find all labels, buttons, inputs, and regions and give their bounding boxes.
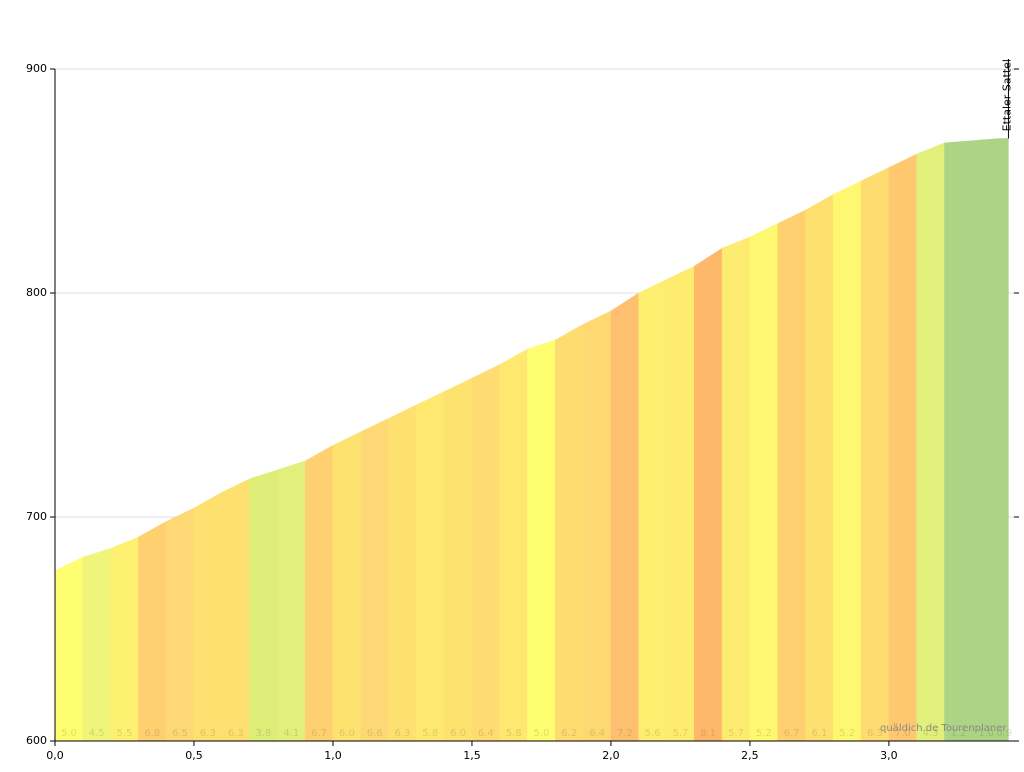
gradient-label: 8.1: [700, 728, 716, 739]
profile-segment: [777, 209, 806, 742]
y-tick-label: 900: [26, 62, 47, 75]
gradient-label: 5.2: [756, 728, 772, 739]
gradient-label: 5.0: [533, 728, 549, 739]
profile-segment: [82, 548, 111, 742]
profile-segment: [277, 460, 306, 742]
gradient-label: 6.3: [867, 728, 883, 739]
y-tick-label: 600: [26, 734, 47, 747]
gradient-label: 6.4: [589, 728, 605, 739]
profile-segment: [499, 348, 528, 742]
x-tick-label: 0,0: [46, 749, 64, 762]
x-tick-label: 3,0: [880, 749, 898, 762]
gradient-label: 4.3: [923, 728, 939, 739]
profile-segment: [165, 507, 195, 742]
x-tick-label: 1,0: [324, 749, 342, 762]
gradient-label: 7.2: [617, 728, 633, 739]
x-tick-label: 0,5: [185, 749, 203, 762]
profile-segment: [332, 431, 362, 742]
profile-segment: [193, 491, 223, 742]
gradient-label: 6.7: [311, 728, 327, 739]
x-tick-label: 1,5: [463, 749, 481, 762]
gradient-label: 3.8: [256, 728, 272, 739]
profile-segment: [805, 194, 834, 742]
gradient-label: 6.1: [811, 728, 827, 739]
gradient-label: 1.0: [978, 728, 994, 739]
profile-segment: [110, 536, 139, 742]
gradient-label: 4.1: [283, 728, 299, 739]
profile-segment: [610, 292, 639, 742]
profile-segment: [999, 138, 1009, 742]
gradient-label: 0.9: [996, 728, 1012, 739]
profile-segment: [694, 247, 723, 742]
gradient-label: 6.5: [172, 728, 188, 739]
gradient-label: 1.2: [950, 728, 966, 739]
gradient-label: 4.5: [89, 728, 105, 739]
watermark: quäldich.de Tourenplaner: [880, 723, 1007, 734]
profile-segment: [555, 323, 584, 742]
profile-segment: [749, 223, 778, 742]
profile-segment: [638, 279, 667, 742]
gradient-label: 6.8: [144, 728, 160, 739]
gradient-label: 7.0: [895, 728, 911, 739]
profile-segment: [416, 391, 445, 742]
profile-segment: [138, 521, 167, 742]
profile-segment: [471, 364, 501, 742]
gradient-label: 5.0: [61, 728, 77, 739]
x-tick-label: 2,0: [602, 749, 620, 762]
profile-segment: [388, 404, 417, 742]
gradient-label: 5.2: [839, 728, 855, 739]
profile-segment: [666, 265, 695, 742]
profile-segment: [221, 478, 250, 742]
gradient-label: 5.7: [672, 728, 688, 739]
gradient-label: 6.0: [339, 728, 355, 739]
profile-segment: [833, 180, 862, 742]
profile-segment: [54, 556, 84, 742]
profile-segment: [916, 142, 945, 742]
gradient-label: 6.0: [450, 728, 466, 739]
gradient-label: 6.2: [561, 728, 577, 739]
gradient-label: 5.5: [117, 728, 133, 739]
profile-segment: [582, 310, 612, 742]
gradient-label: 6.3: [395, 728, 411, 739]
gradient-label: 5.8: [506, 728, 522, 739]
gradient-label: 6.4: [478, 728, 494, 739]
gradient-label: 5.6: [645, 728, 661, 739]
annotation: Ettaler Sattel: [1000, 59, 1013, 131]
x-tick-label: 2,5: [741, 749, 759, 762]
gradient-label: 6.3: [200, 728, 216, 739]
gradient-label: 6.3: [228, 728, 244, 739]
profile-segment: [944, 140, 973, 742]
profile-segment: [360, 418, 389, 742]
gradient-label: 5.8: [422, 728, 438, 739]
profile-segment: [888, 153, 917, 742]
gradient-label: 5.7: [728, 728, 744, 739]
profile-segment: [527, 339, 556, 742]
profile-segment: [721, 236, 751, 742]
y-tick-label: 800: [26, 286, 47, 299]
y-tick-label: 700: [26, 510, 47, 523]
gradient-label: 6.6: [367, 728, 383, 739]
profile-segment: [304, 444, 334, 742]
profile-segment: [860, 167, 890, 742]
gradient-label: 6.7: [784, 728, 800, 739]
profile-segment: [249, 469, 278, 742]
profile-segment: [443, 377, 473, 742]
profile-segment: [972, 138, 1001, 742]
